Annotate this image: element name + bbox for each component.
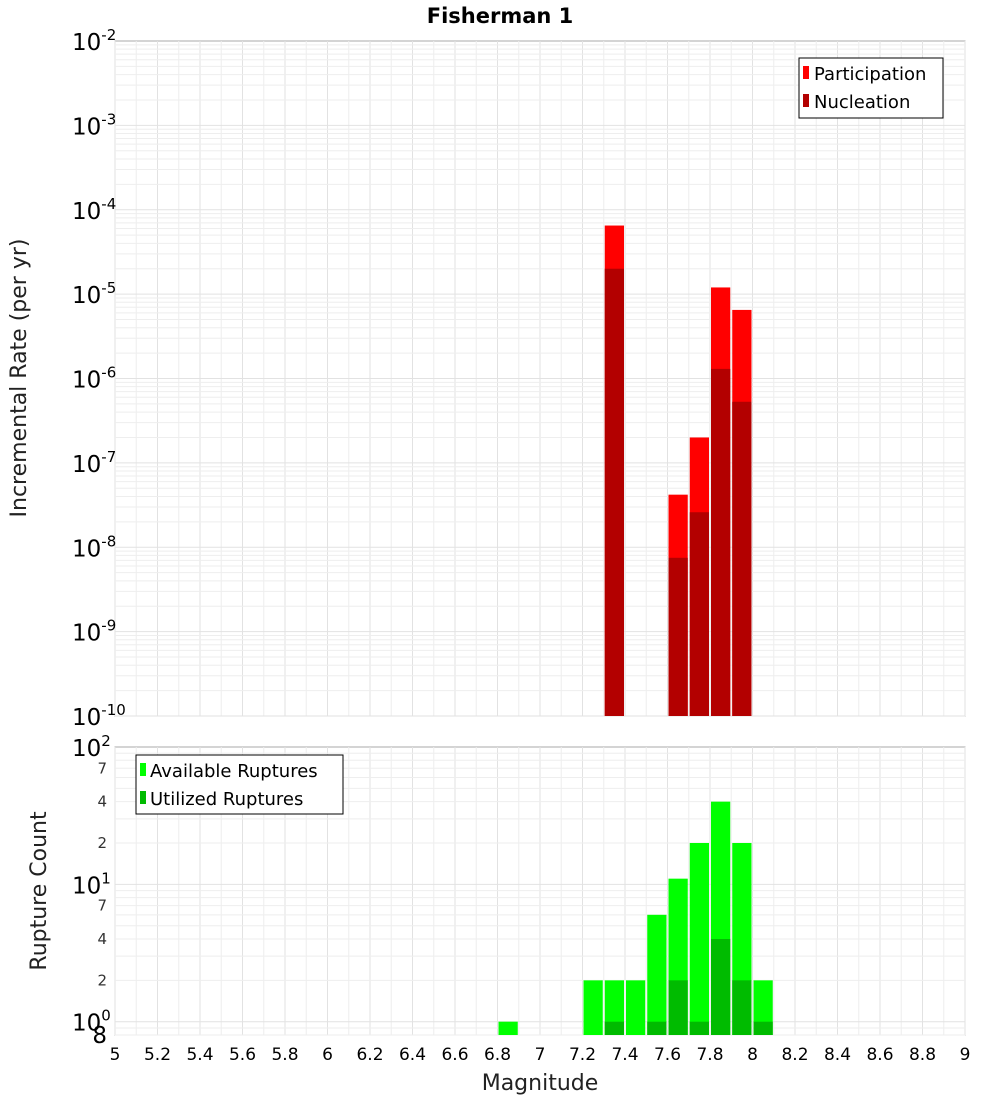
bottom-y-ticks: 100 101 102 8 2 4 7 2 4 7: [72, 732, 111, 1049]
bottom-bar-a-4: [647, 914, 667, 1035]
bottom-bar-a-6: [689, 843, 709, 1035]
x-tick-label: 8.4: [824, 1045, 851, 1065]
legend-swatch-available: [140, 763, 146, 776]
top-bar-b-1: [668, 557, 688, 716]
bottom-y-minor-tick-label: 4: [97, 793, 107, 811]
bottom-bar-b-6: [753, 1021, 773, 1035]
x-tick-label: 8.6: [866, 1045, 893, 1065]
bottom-grid: [114, 747, 966, 1036]
bottom-bar-b-5: [732, 980, 752, 1035]
bottom-legend: Available Ruptures Utilized Ruptures: [135, 754, 344, 815]
bottom-legend-box: [135, 754, 344, 815]
bottom-y-minor-tick-label: 4: [97, 930, 107, 948]
x-tick-label: 6.8: [484, 1045, 511, 1065]
top-y-tick-label: 10-7: [72, 448, 116, 478]
bottom-y-tick-label: 101: [72, 869, 111, 899]
legend-label-participation: Participation: [814, 64, 926, 85]
bottom-bar-b-3: [689, 1021, 709, 1035]
top-y-tick-label: 10-8: [72, 532, 116, 562]
x-tick-label: 7.2: [569, 1045, 596, 1065]
x-tick-label: 5.6: [229, 1045, 256, 1065]
top-y-tick-label: 10-4: [72, 195, 116, 225]
bottom-y-minor-tick-label: 7: [97, 759, 107, 777]
top-grid: [114, 41, 966, 717]
x-tick-label: 5.8: [271, 1045, 298, 1065]
legend-swatch-participation: [803, 66, 809, 79]
x-tick-label: 5.2: [144, 1045, 171, 1065]
top-bar-b-2: [689, 512, 709, 716]
top-bars: [604, 225, 752, 716]
x-tick-label: 8.8: [909, 1045, 936, 1065]
bottom-bar-a-2: [604, 980, 624, 1035]
top-y-tick-label: 10-2: [72, 26, 116, 56]
bottom-y-tick-label: 102: [72, 732, 111, 762]
legend-label-nucleation: Nucleation: [814, 92, 910, 113]
x-tick-label: 9: [960, 1045, 971, 1065]
top-legend: Participation Nucleation: [798, 57, 944, 119]
bottom-bar-b-1: [647, 1021, 667, 1035]
top-y-tick-label: 10-5: [72, 279, 116, 309]
legend-swatch-nucleation: [803, 94, 809, 107]
legend-label-utilized: Utilized Ruptures: [150, 789, 303, 810]
bottom-y-tick-label: 100: [72, 1007, 111, 1037]
x-tick-label: 8.2: [781, 1045, 808, 1065]
x-tick-label: 8: [747, 1045, 758, 1065]
bottom-bar-a-3: [626, 980, 646, 1035]
x-tick-label: 5.4: [186, 1045, 213, 1065]
bottom-bar-a-1: [583, 980, 603, 1035]
bottom-y-axis-label: Rupture Count: [27, 811, 52, 971]
x-tick-label: 5: [110, 1045, 121, 1065]
bottom-bar-b-0: [604, 1021, 624, 1035]
bottom-y-minor-tick-label: 2: [97, 971, 107, 989]
bottom-bar-a-9: [753, 980, 773, 1035]
top-y-ticks: 10-10 10-9 10-8 10-7 10-6 10-5 10-4 10-3 10-2: [72, 26, 126, 731]
top-bar-b-4: [732, 401, 752, 716]
bottom-y-minor-tick-label: 8: [92, 1023, 107, 1049]
x-tick-label: 7.4: [611, 1045, 638, 1065]
x-ticks: 5 5.2 5.4 5.6 5.8 6 6.2 6.4 6.6 6.8 7 7.2 7.4 7.6 7.8 8…: [110, 1045, 971, 1065]
bottom-bar-a-0: [498, 1021, 518, 1035]
top-y-tick-label: 10-3: [72, 110, 116, 140]
x-tick-label: 6.4: [399, 1045, 426, 1065]
x-tick-label: 6.6: [441, 1045, 468, 1065]
x-tick-label: 6: [322, 1045, 333, 1065]
bottom-bar-b-2: [668, 980, 688, 1035]
top-y-tick-label: 10-9: [72, 617, 116, 647]
top-y-axis-label: Incremental Rate (per yr): [7, 239, 32, 518]
top-y-tick-label: 10-10: [72, 701, 126, 731]
legend-swatch-utilized: [140, 791, 146, 804]
top-legend-box: [798, 57, 944, 119]
bottom-y-minor-tick-label: 2: [97, 834, 107, 852]
top-y-tick-label: 10-6: [72, 364, 116, 394]
x-axis-label: Magnitude: [482, 1071, 599, 1096]
bottom-bar-b-4: [711, 939, 731, 1035]
x-tick-label: 7: [535, 1045, 546, 1065]
x-tick-label: 7.6: [654, 1045, 681, 1065]
chart-title: Fisherman 1: [427, 4, 574, 28]
x-tick-label: 7.8: [696, 1045, 723, 1065]
bottom-bars: [498, 801, 773, 1035]
top-bar-b-0: [604, 268, 624, 716]
top-bar-b-3: [711, 368, 731, 716]
x-tick-label: 6.2: [356, 1045, 383, 1065]
bottom-y-minor-tick-label: 7: [97, 897, 107, 915]
legend-label-available: Available Ruptures: [150, 761, 318, 782]
